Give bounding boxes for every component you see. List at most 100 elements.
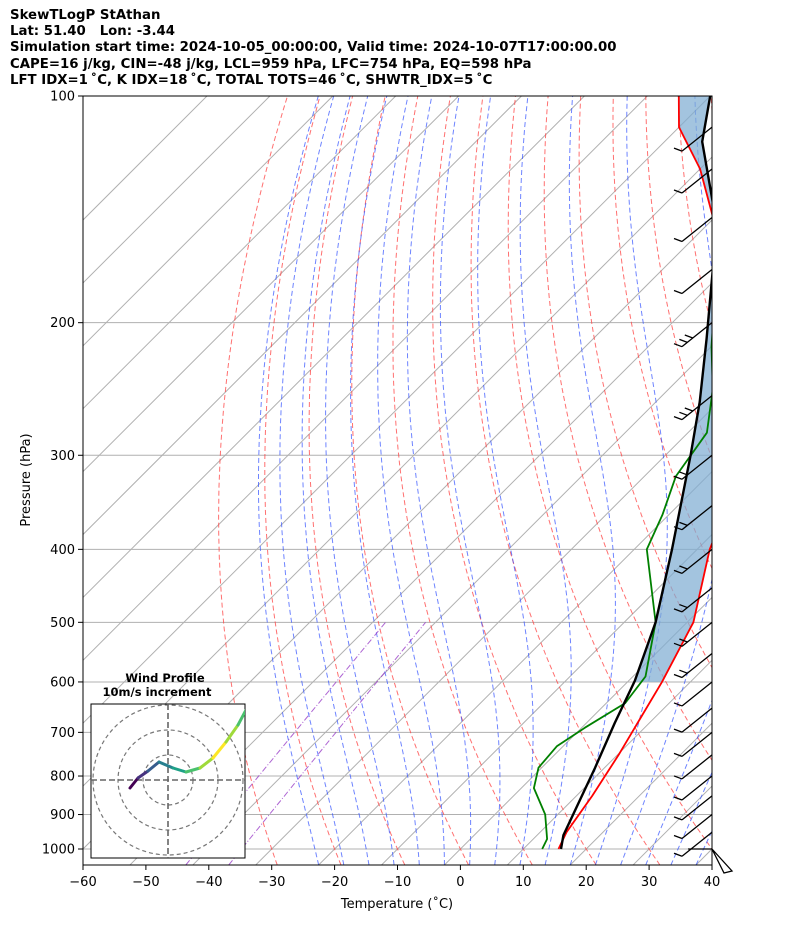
chart-header: SkewTLogP StAthan Lat: 51.40 Lon: -3.44 … [10,8,617,89]
wind-barb-staff [681,775,713,801]
wind-barb-pennant [711,848,734,874]
wind-barb-staff [681,126,713,152]
wind-barb [673,126,713,152]
wind-barb-flag [673,752,683,757]
location-line: Lat: 51.40 Lon: -3.44 [10,24,176,40]
wind-barb [673,681,713,707]
isotherm-line [506,659,712,865]
dry-adiabat-line [392,96,533,865]
y-tick-label: 1000 [42,843,75,858]
wind-barb-flag [673,343,683,348]
moist-adiabat-line [645,699,712,865]
wind-barb-flag [673,147,683,152]
wind-barb-flag [673,237,683,243]
wind-barb-staff [681,731,713,757]
moist-adiabat-line [620,96,712,865]
isotherm-line [83,96,522,536]
wind-barb [673,217,713,243]
isotherm-line [129,282,712,865]
wind-barb [673,269,713,295]
cape-shading [634,96,712,682]
chart-title: SkewTLogP StAthan [10,8,161,23]
moist-adiabat-line [477,96,534,865]
wind-barb [673,505,713,531]
isotherm-line [83,96,459,473]
wind-barb-staff [681,269,713,295]
wind-barb-flag [673,775,683,780]
moist-adiabat-line [594,96,668,865]
wind-barb-flag [673,416,683,421]
wind-barb [673,814,713,840]
wind-barb-flag [679,638,688,643]
hodograph-trace-segment [198,756,215,770]
dry-adiabat-line [744,96,794,865]
wind-barb [673,775,713,801]
dry-adiabat-line [351,96,470,865]
wind-barb-staff [681,754,713,780]
dry-adiabat-line [645,96,712,460]
x-tick-label: 10 [515,875,532,890]
x-tick-label: −60 [69,875,96,890]
moist-adiabat-line [377,96,445,865]
isotherm-line [318,470,712,865]
mixing-ratio-line [228,621,426,865]
moist-adiabat-line [406,96,472,865]
dry-adiabat-line [218,96,288,865]
x-tick-label: −30 [258,875,285,890]
hodograph-trace-segment [136,769,150,780]
dry-adiabat-line [308,96,406,865]
moist-adiabat-line [325,96,395,865]
dry-adiabat-line [710,96,712,117]
hodograph-trace-segment [128,776,140,790]
wind-barb-flag [673,289,683,295]
hodograph-trace-segment [184,766,202,774]
wind-barb [673,395,713,421]
hodograph-plot [91,704,245,858]
hodograph-trace-segment [157,760,175,770]
y-tick-label: 300 [50,449,75,464]
dry-adiabat-line [432,96,597,865]
wind-barb-flag [679,669,688,674]
wind-barb-flag [673,608,683,613]
x-tick-label: 0 [456,875,464,890]
hodograph-trace-segment [171,766,188,774]
wind-barb-staff [681,814,713,840]
x-tick-label: −50 [132,875,159,890]
moist-adiabat-line [439,96,501,865]
wind-barb-flag [673,189,683,194]
isotherm-line [192,345,712,865]
wind-barb-staff [681,795,713,821]
y-tick-label: 900 [50,808,75,823]
parcel-profile-line [559,96,712,850]
isotherm-line [83,96,271,284]
wind-barb-staff [681,681,713,707]
wind-barb [673,587,713,613]
wind-barb [673,831,713,857]
x-tick-label: −20 [321,875,348,890]
y-axis-title: Pressure (hPa) [19,433,34,526]
wind-barb-flag [673,569,683,574]
wind-barb [673,454,713,480]
wind-barb-flag [673,702,683,707]
isotherm-line [83,96,711,724]
wind-barb-flag [673,642,683,647]
x-tick-label: 30 [641,875,658,890]
moist-adiabat-line [301,96,370,865]
wind-barb-flag [679,603,688,609]
dry-adiabat-line [776,96,794,865]
isotherm-line [83,96,648,662]
moist-adiabat-line [279,96,345,865]
y-tick-label: 800 [50,770,75,785]
x-tick-label: 40 [704,875,721,890]
time-line: Simulation start time: 2024-10-05_00:00:… [10,40,617,56]
wind-barb-staff [681,168,713,194]
hodograph-trace-segment [236,708,245,727]
wind-barb-flag [673,834,683,840]
moist-adiabat-line [721,96,794,865]
y-tick-label: 400 [50,543,75,558]
wind-barb [673,548,713,574]
wind-barb [673,621,713,647]
wind-barb-flag [673,526,683,531]
moist-adiabat-line [519,96,572,865]
